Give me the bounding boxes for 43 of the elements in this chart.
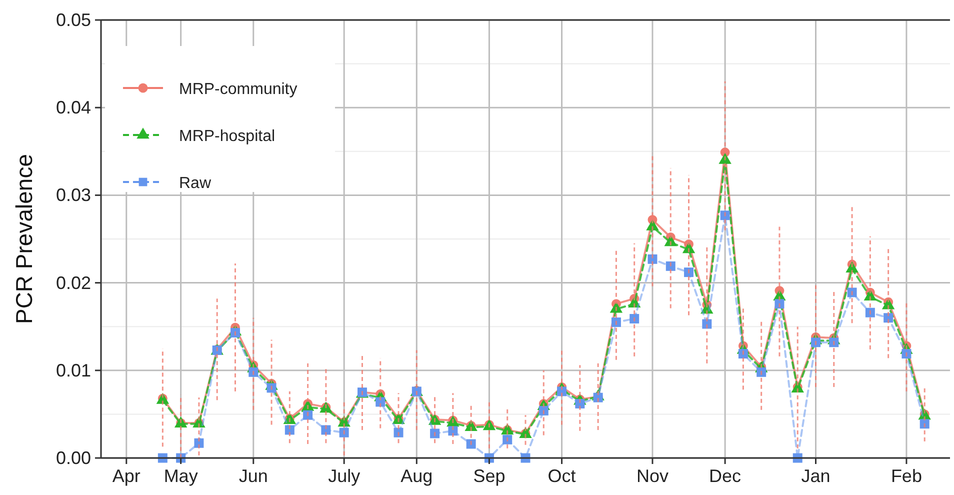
point [339,428,349,438]
point [774,299,784,309]
x-tick-label: Nov [636,466,668,486]
point [394,428,404,438]
x-tick-label: July [328,466,360,486]
point [303,410,313,420]
x-tick-label: Dec [709,466,742,486]
point [502,434,512,444]
x-tick-label: May [164,466,198,486]
x-tick-label: Apr [112,466,140,486]
x-tick-label: Feb [890,466,922,486]
point [829,338,839,348]
point [920,419,930,429]
legend-label: MRP-community [179,81,298,98]
x-tick-label: Sep [473,466,506,486]
point [738,349,748,358]
point [266,383,276,393]
point [248,367,258,377]
y-tick-label: 0.02 [56,272,91,293]
y-tick-label: 0.04 [56,98,91,118]
legend-label: MRP-hospital [179,128,276,145]
point [430,428,440,438]
point [865,308,875,318]
point [630,314,640,324]
point [666,261,676,271]
x-tick-label: Jun [238,466,268,486]
y-tick-label: 0.00 [56,448,91,468]
point [684,268,694,278]
point [538,406,548,416]
y-tick-label: 0.01 [56,360,91,380]
x-tick-label: Oct [548,466,576,486]
x-tick-label: Aug [400,466,433,486]
point [902,349,912,358]
point [466,439,476,449]
y-tick-label: 0.05 [56,10,91,30]
point [756,367,766,377]
point [611,317,621,327]
point [720,210,730,220]
x-tick-label: Jan [801,466,830,486]
point [847,288,857,298]
y-tick-label: 0.03 [56,185,91,206]
legend-label: Raw [179,175,212,192]
y-axis-title: PCR Prevalence [11,154,37,324]
